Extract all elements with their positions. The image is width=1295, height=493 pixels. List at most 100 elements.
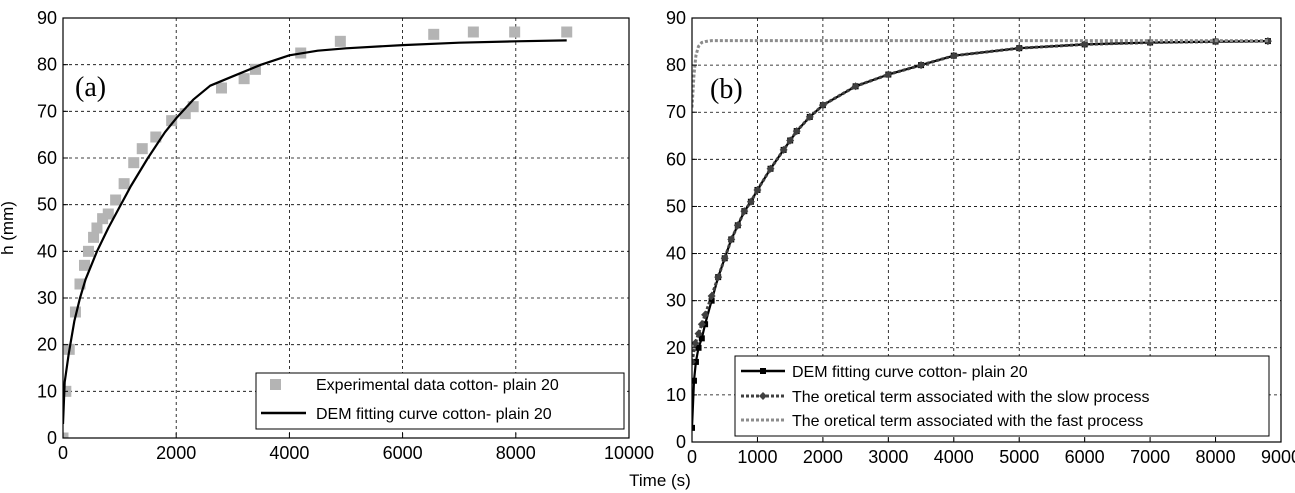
series-a-0-point bbox=[467, 26, 479, 38]
series-b-1-point bbox=[707, 291, 716, 300]
x-ticks-a: 0 2000 4000 6000 8000 10000 bbox=[58, 433, 654, 463]
series-a-0-point bbox=[91, 222, 103, 234]
series-b-1-point bbox=[917, 61, 926, 70]
plot-frame-a bbox=[62, 17, 630, 439]
y-ticks-a: 0 10 20 30 40 50 60 70 80 90 bbox=[37, 8, 68, 448]
y-tick-label: 20 bbox=[37, 335, 57, 355]
y-ticks-b: 0 10 20 30 40 50 60 70 80 90 bbox=[666, 8, 697, 452]
x-tick-label: 4000 bbox=[934, 447, 974, 467]
series-a-1-line bbox=[63, 39, 567, 425]
series-b-1-line bbox=[692, 39, 1268, 363]
y-tick-label: 80 bbox=[37, 55, 57, 75]
series-a-0-point bbox=[249, 63, 261, 75]
series-a-0-point bbox=[166, 115, 178, 127]
data-layer-a bbox=[63, 26, 573, 438]
series-b-1-point bbox=[714, 273, 723, 282]
x-tick-label: 0 bbox=[58, 443, 68, 463]
series-b-1-point bbox=[779, 145, 788, 154]
x-tick-label: 5000 bbox=[999, 447, 1039, 467]
x-tick-label: 2000 bbox=[803, 447, 843, 467]
series-b-1-point bbox=[692, 357, 696, 366]
x-tick-label: 7000 bbox=[1130, 447, 1170, 467]
x-tick-label: 0 bbox=[687, 447, 697, 467]
series-b-1-point bbox=[1263, 37, 1272, 46]
series-b-1-point bbox=[786, 136, 795, 145]
y-tick-label: 90 bbox=[666, 8, 686, 28]
legend-marker-experimental bbox=[270, 379, 281, 390]
series-b-1-point bbox=[1015, 44, 1024, 53]
series-b-1-point bbox=[692, 339, 700, 348]
series-b-1-point bbox=[694, 329, 703, 338]
plot-frame-b bbox=[691, 17, 1282, 443]
legend-label-slow: The oretical term associated with the sl… bbox=[792, 389, 1149, 406]
plot-area-a bbox=[63, 18, 629, 438]
y-tick-label: 0 bbox=[676, 432, 686, 452]
series-b-1-point bbox=[818, 101, 827, 110]
x-tick-label: 6000 bbox=[1065, 447, 1105, 467]
series-a-0-point bbox=[79, 259, 91, 271]
legend-label-dem-b: DEM fitting curve cotton- plain 20 bbox=[792, 364, 1028, 381]
series-a-0-point bbox=[238, 73, 250, 85]
series-b-0-point bbox=[695, 344, 702, 351]
series-a-0-point bbox=[179, 108, 191, 120]
series-b-1-point bbox=[949, 51, 958, 60]
series-b-1-point bbox=[697, 320, 706, 329]
series-a-0-point bbox=[334, 35, 346, 47]
series-a-0-point bbox=[128, 157, 140, 169]
y-tick-label: 30 bbox=[37, 288, 57, 308]
x-tick-label: 6000 bbox=[383, 443, 423, 463]
legend-marker-slow bbox=[759, 392, 767, 400]
series-b-0-point bbox=[692, 377, 697, 384]
series-b-1-point bbox=[792, 127, 801, 136]
legend-label-fast: The oretical term associated with the fa… bbox=[792, 413, 1143, 430]
panel-label-b: (b) bbox=[710, 74, 743, 105]
panel-label-a: (a) bbox=[75, 72, 106, 103]
series-b-1-point bbox=[720, 254, 729, 263]
y-tick-label: 30 bbox=[666, 291, 686, 311]
y-tick-label: 80 bbox=[666, 55, 686, 75]
series-b-1-point bbox=[753, 185, 762, 194]
x-tick-label: 1000 bbox=[737, 447, 777, 467]
series-a-0-point bbox=[118, 178, 130, 190]
series-a-0-point bbox=[74, 278, 86, 290]
y-tick-label: 60 bbox=[37, 148, 57, 168]
x-tick-label: 8000 bbox=[1196, 447, 1236, 467]
chart-panel-a: 0 2000 4000 6000 8000 10000 0 10 20 30 40 50 60 70 80… bbox=[0, 8, 654, 463]
y-tick-label: 50 bbox=[37, 195, 57, 215]
data-layer-b bbox=[692, 37, 1272, 431]
x-tick-label: 10000 bbox=[604, 443, 654, 463]
series-b-1-point bbox=[701, 310, 710, 319]
legend-marker-dem-b bbox=[760, 368, 766, 374]
series-a-0-point bbox=[136, 143, 148, 155]
legend-box-b bbox=[734, 355, 1270, 437]
series-b-1-point bbox=[1080, 40, 1089, 49]
series-b-1-point bbox=[746, 197, 755, 206]
series-b-1-point bbox=[733, 221, 742, 230]
x-tick-label: 4000 bbox=[269, 443, 309, 463]
legend-label-experimental: Experimental data cotton- plain 20 bbox=[316, 377, 559, 394]
series-b-0-point bbox=[708, 297, 715, 304]
y-tick-label: 50 bbox=[666, 196, 686, 216]
series-b-1-point bbox=[851, 82, 860, 91]
series-a-0-point bbox=[97, 213, 109, 225]
y-tick-label: 40 bbox=[37, 241, 57, 261]
x-tick-label: 2000 bbox=[156, 443, 196, 463]
series-b-1-point bbox=[727, 235, 736, 244]
series-a-0-point bbox=[63, 432, 69, 438]
x-tick-label: 3000 bbox=[868, 447, 908, 467]
series-a-0-point bbox=[150, 131, 162, 143]
y-tick-label: 0 bbox=[47, 428, 57, 448]
y-tick-label: 10 bbox=[666, 385, 686, 405]
legend-a: Experimental data cotton- plain 20 DEM f… bbox=[255, 372, 625, 430]
y-tick-label: 70 bbox=[37, 101, 57, 121]
series-a-0-point bbox=[187, 101, 199, 113]
x-axis-title: Time (s) bbox=[629, 471, 691, 490]
y-axis-title-a: h (mm) bbox=[0, 201, 17, 255]
y-tick-label: 20 bbox=[666, 338, 686, 358]
series-a-0-point bbox=[82, 245, 94, 257]
series-b-1-point bbox=[766, 164, 775, 173]
